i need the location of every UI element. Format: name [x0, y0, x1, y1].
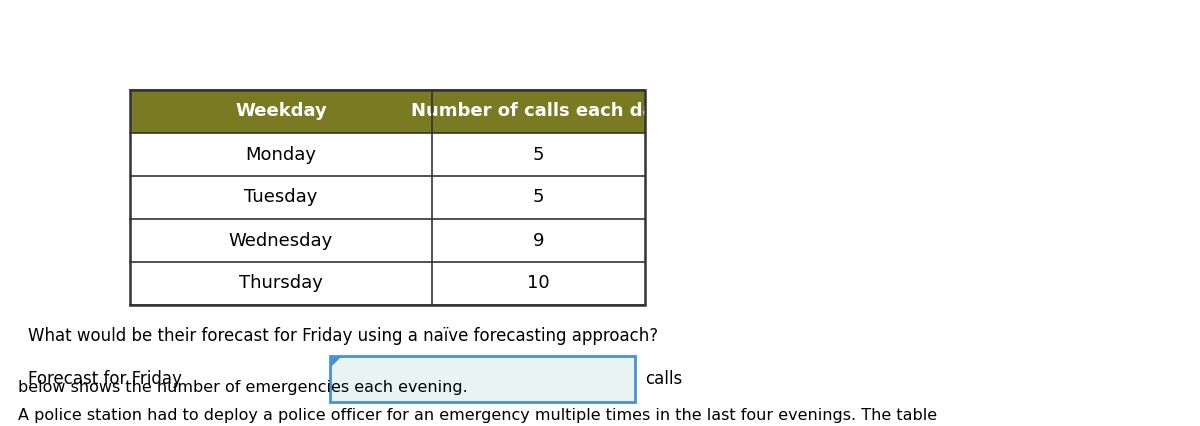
Text: 5: 5 — [533, 146, 545, 164]
Text: What would be their forecast for Friday using a naïve forecasting approach?: What would be their forecast for Friday … — [28, 327, 658, 345]
Bar — [130, 262, 646, 305]
Text: 10: 10 — [527, 274, 550, 293]
Text: Monday: Monday — [246, 146, 317, 164]
Bar — [130, 90, 646, 305]
Bar — [130, 219, 646, 262]
Polygon shape — [330, 356, 342, 368]
Text: A police station had to deploy a police officer for an emergency multiple times : A police station had to deploy a police … — [18, 408, 937, 423]
Bar — [130, 133, 646, 176]
Bar — [130, 176, 646, 219]
Text: Number of calls each day: Number of calls each day — [412, 103, 666, 121]
Bar — [330, 356, 635, 402]
Text: below shows the number of emergencies each evening.: below shows the number of emergencies ea… — [18, 380, 468, 395]
Text: Weekday: Weekday — [235, 103, 326, 121]
Text: Tuesday: Tuesday — [245, 188, 318, 207]
Text: 9: 9 — [533, 231, 545, 250]
Text: Wednesday: Wednesday — [229, 231, 334, 250]
Bar — [130, 90, 646, 133]
Text: Forecast for Friday: Forecast for Friday — [28, 370, 182, 388]
Text: calls: calls — [646, 370, 683, 388]
Text: 5: 5 — [533, 188, 545, 207]
Bar — [330, 356, 635, 402]
Text: Thursday: Thursday — [239, 274, 323, 293]
